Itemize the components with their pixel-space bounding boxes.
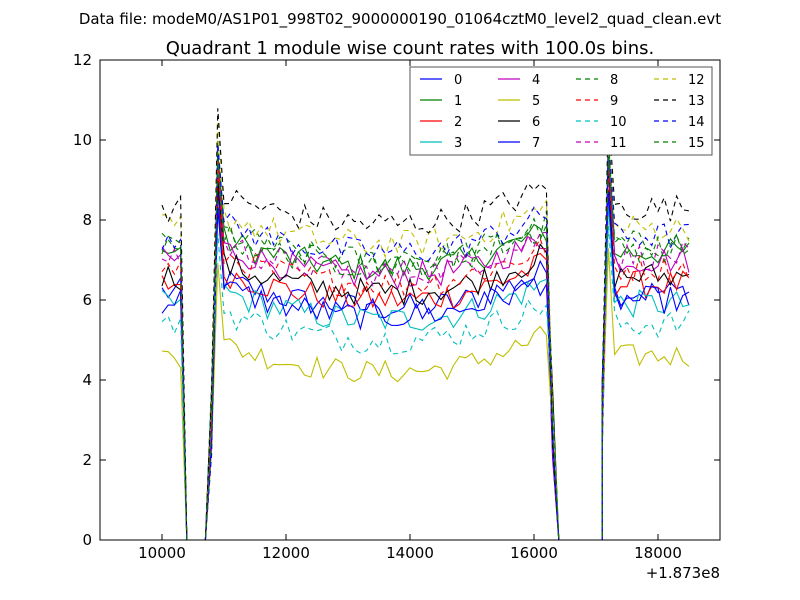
x-tick-label-0: 10000 [138,544,186,562]
series-layer [161,108,690,541]
y-tick-label-5: 10 [73,131,92,149]
x-tick-label-4: 18000 [634,544,682,562]
y-tick-label-3: 6 [82,291,92,309]
legend-label-15: 15 [688,136,705,151]
series-line-15 [161,157,690,541]
y-tick-label-6: 12 [73,51,92,69]
x-tick-label-1: 12000 [262,544,310,562]
series-line-14 [161,138,690,541]
legend-label-2: 2 [454,115,462,130]
legend-label-8: 8 [610,73,618,88]
legend-label-7: 7 [532,136,540,151]
x-tick-label-3: 16000 [510,544,558,562]
legend-label-4: 4 [532,73,540,88]
x-tick-label-2: 14000 [386,544,434,562]
y-tick-label-2: 4 [82,371,92,389]
legend-label-1: 1 [454,94,462,109]
y-tick-label-0: 0 [82,531,92,549]
x-offset-label: +1.873e8 [646,564,720,582]
chart-title: Quadrant 1 module wise count rates with … [166,38,655,59]
legend-label-13: 13 [688,94,705,109]
legend-label-5: 5 [532,94,540,109]
series-line-13 [161,108,690,541]
series-line-11 [161,158,690,541]
series-line-9 [161,157,690,541]
legend-label-14: 14 [688,115,705,130]
legend-label-11: 11 [610,136,627,151]
legend-label-6: 6 [532,115,540,130]
series-line-8 [161,138,690,541]
x-axis: 10000 12000 14000 16000 18000 [138,60,682,562]
legend-label-0: 0 [454,73,462,88]
y-tick-label-1: 2 [82,451,92,469]
legend-label-3: 3 [454,136,462,151]
y-tick-label-4: 8 [82,211,92,229]
data-file-label: Data file: modeM0/AS1P01_998T02_90000001… [79,10,721,29]
legend-label-12: 12 [688,73,705,88]
legend-label-9: 9 [610,94,618,109]
legend-box [409,66,713,156]
legend-label-10: 10 [610,115,627,130]
